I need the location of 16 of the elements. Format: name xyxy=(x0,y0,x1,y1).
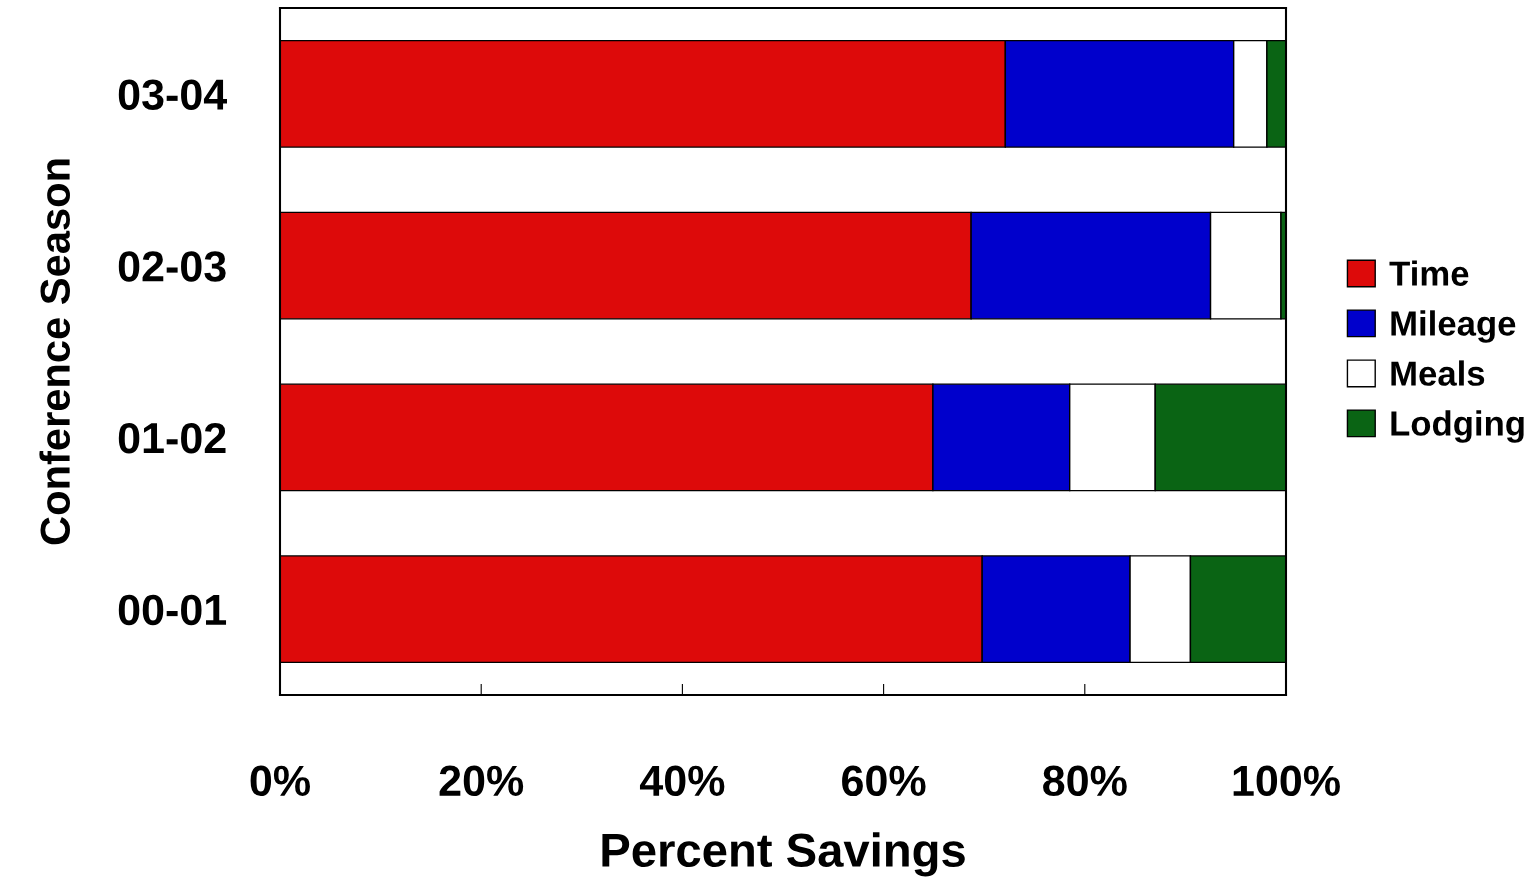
x-tick-label: 40% xyxy=(639,765,725,797)
legend-label: Time xyxy=(1389,260,1469,286)
legend-label: Mileage xyxy=(1391,310,1516,343)
x-tick-label: 0% xyxy=(250,765,310,797)
y-axis-title: Conference Season xyxy=(39,159,70,545)
x-tick-label: 60% xyxy=(842,765,926,797)
x-tick-label: 80% xyxy=(1043,765,1127,797)
y-tick-label: 00-01 xyxy=(118,594,227,626)
y-tick-label: 03-04 xyxy=(118,79,227,110)
x-tick-label: 100% xyxy=(1233,765,1340,797)
legend-label: Lodging xyxy=(1391,410,1524,443)
x-tick-label: 20% xyxy=(439,765,524,797)
y-tick-label: 02-03 xyxy=(118,251,226,282)
y-tick-label: 01-02 xyxy=(118,422,226,454)
legend-label: Meals xyxy=(1391,360,1485,386)
x-axis-title: Percent Savings xyxy=(602,832,965,877)
